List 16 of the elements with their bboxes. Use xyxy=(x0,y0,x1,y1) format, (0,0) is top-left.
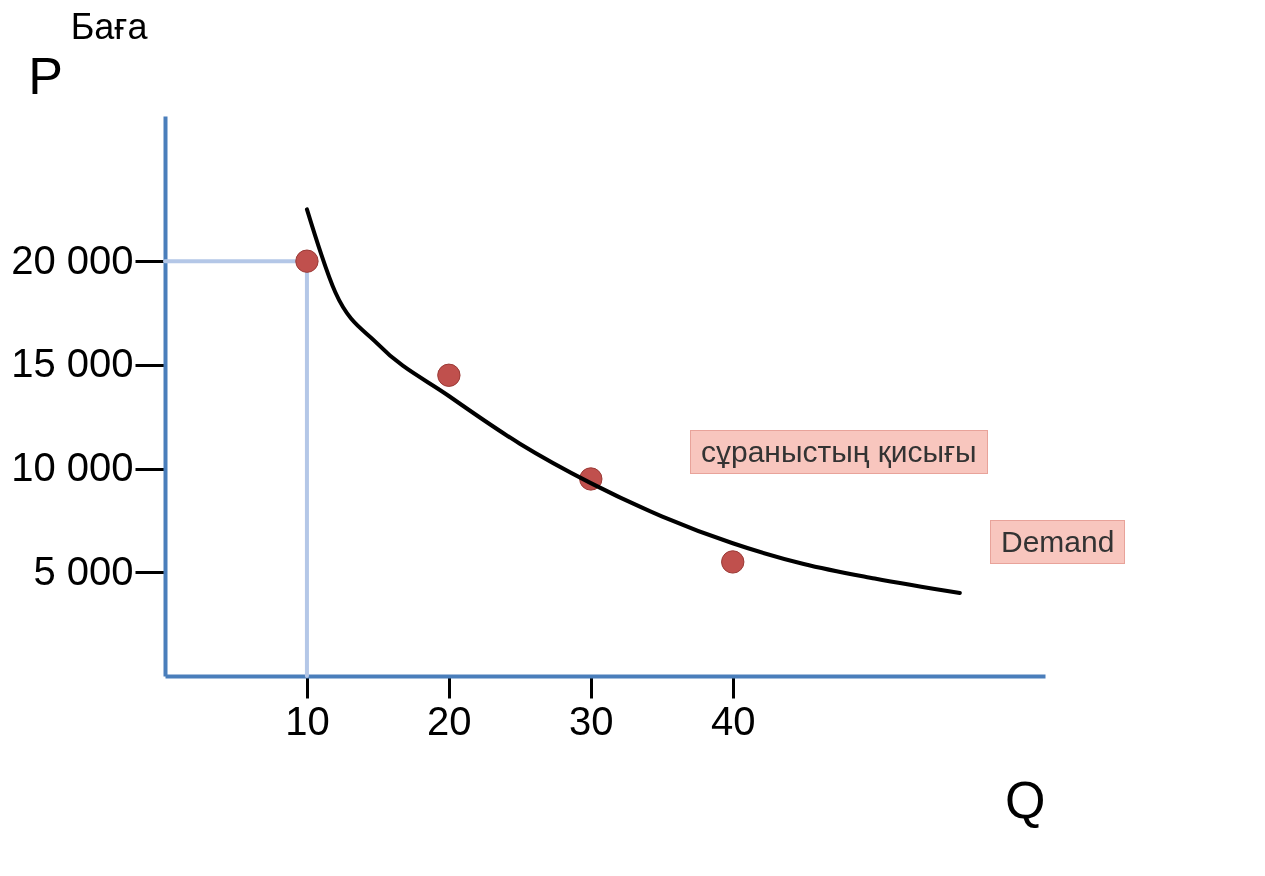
x-tick-label: 20 xyxy=(427,698,472,743)
point xyxy=(295,249,319,273)
y-tick-label: 15 000 xyxy=(11,341,134,386)
y-tick-label: 5 000 xyxy=(33,548,134,593)
annotation: Demand xyxy=(990,520,1126,564)
y-axis-title: P xyxy=(28,46,63,105)
annotation: сұраныстың қисығы xyxy=(690,430,988,474)
point xyxy=(437,363,461,387)
x-tick-label: 40 xyxy=(710,698,756,743)
y-tick-label: 10 000 xyxy=(11,445,134,490)
x-axis-title: Q xyxy=(1005,770,1046,829)
point xyxy=(721,550,745,574)
x-tick-label: 10 xyxy=(285,698,330,743)
x-tick-label: 30 xyxy=(569,698,614,743)
y-tick-label: 20 000 xyxy=(11,237,134,282)
chart-title: Баға xyxy=(70,6,149,47)
